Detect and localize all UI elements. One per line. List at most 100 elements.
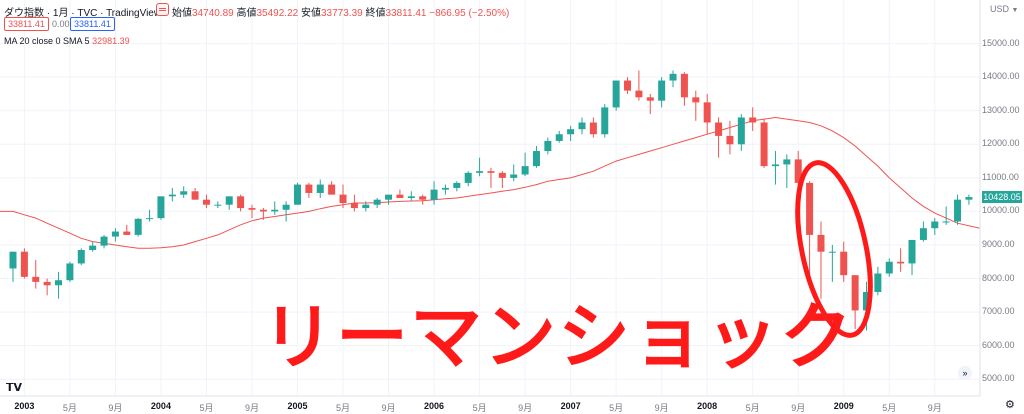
legend-symbol[interactable]: ダウ指数 · 1月 · TVC · TradingView	[4, 8, 162, 19]
candle	[532, 145, 540, 168]
candle	[965, 194, 973, 205]
candle-body	[578, 122, 586, 130]
candle	[441, 184, 449, 195]
candle	[202, 194, 210, 209]
x-tick-label: 9月	[791, 403, 806, 413]
candle-body	[441, 187, 449, 190]
candle-body	[430, 189, 438, 200]
settings-gear-icon[interactable]: ⚙	[1005, 399, 1015, 411]
x-tick-label: 9月	[244, 403, 259, 413]
last-price-tag: 10428.05	[982, 191, 1022, 204]
x-tick-label: 9月	[518, 403, 533, 413]
candle-body	[248, 208, 256, 210]
x-tick-label: 2004	[150, 401, 171, 411]
legend-eye-icon[interactable]	[156, 3, 169, 16]
candle-body	[669, 73, 677, 81]
candle	[55, 271, 63, 299]
candle	[271, 201, 279, 215]
candle	[396, 189, 404, 198]
candle-body	[510, 174, 518, 178]
candle	[828, 244, 836, 282]
candle-body	[942, 221, 950, 223]
candle-body	[612, 80, 620, 108]
candle-body	[202, 199, 210, 205]
candle-body	[77, 250, 85, 264]
candle	[555, 130, 563, 143]
candle	[111, 228, 119, 242]
candle-body	[339, 194, 347, 204]
candle	[89, 241, 97, 252]
x-tick-label: 5月	[336, 403, 351, 413]
candle	[339, 184, 347, 209]
candle-body	[464, 172, 472, 183]
indicator-legend[interactable]: MA 20 close 0 SMA 5 32981.39	[4, 36, 130, 46]
candle-body	[897, 261, 905, 264]
candle	[589, 117, 597, 138]
candle	[385, 194, 393, 205]
candle	[851, 275, 859, 329]
candle-body	[840, 251, 848, 276]
candle	[771, 151, 779, 185]
x-tick-label: 2003	[14, 401, 35, 411]
x-tick-label: 2007	[560, 401, 581, 411]
candle	[248, 204, 256, 219]
candle	[32, 260, 40, 289]
candle-body	[919, 228, 927, 240]
candle-body	[294, 184, 301, 205]
candle	[817, 221, 825, 299]
sell-button[interactable]: 33811.41	[4, 17, 49, 31]
candle-body	[806, 182, 814, 235]
candle-body	[760, 122, 768, 167]
candle-body	[168, 194, 176, 197]
candle-body	[476, 171, 484, 173]
y-tick-label: 7000.00	[982, 306, 1015, 317]
y-tick-label: 15000.00	[982, 37, 1020, 48]
candle-body	[521, 166, 529, 175]
candle-body	[771, 164, 779, 167]
candle	[931, 218, 939, 235]
y-tick-label: 14000.00	[982, 71, 1020, 82]
candle	[544, 137, 552, 155]
ohlc-values: 始値34740.89 高値35492.22 安値33773.39 終値33811…	[172, 8, 510, 19]
candle	[840, 241, 848, 282]
candle-body	[214, 204, 222, 206]
candle-body	[373, 199, 381, 205]
candle	[464, 171, 472, 187]
candle	[9, 251, 17, 282]
candle	[294, 182, 301, 205]
candle-body	[487, 171, 495, 173]
candle-body	[965, 197, 973, 200]
candle-body	[237, 196, 245, 209]
candle-body	[885, 261, 893, 274]
candle-body	[555, 134, 563, 141]
currency-label[interactable]: USD ▼	[990, 4, 1019, 14]
candle-body	[908, 239, 916, 264]
candle	[225, 196, 233, 210]
candle	[498, 171, 506, 188]
candle	[168, 187, 176, 202]
candle-body	[532, 151, 540, 167]
candle-body	[954, 199, 962, 222]
ma-line	[0, 116, 981, 249]
candle	[316, 179, 324, 198]
y-tick-label: 5000.00	[982, 373, 1015, 384]
scroll-to-latest-icon[interactable]: »	[958, 366, 972, 380]
candle-body	[305, 184, 313, 193]
candle-body	[794, 159, 802, 183]
candle-body	[191, 191, 199, 200]
highlight-circle	[795, 160, 873, 338]
candle	[419, 194, 427, 205]
candle-body	[715, 122, 723, 136]
candles-layer	[9, 70, 973, 331]
candle-body	[544, 140, 552, 152]
candle	[806, 181, 814, 286]
y-tick-label: 6000.00	[982, 339, 1015, 350]
candle-body	[703, 102, 711, 123]
y-tick-label: 12000.00	[982, 138, 1020, 149]
candle	[612, 80, 620, 111]
buy-button[interactable]: 33811.41	[70, 17, 115, 31]
candle-body	[749, 117, 757, 123]
candle	[578, 117, 586, 135]
candle	[783, 154, 791, 188]
